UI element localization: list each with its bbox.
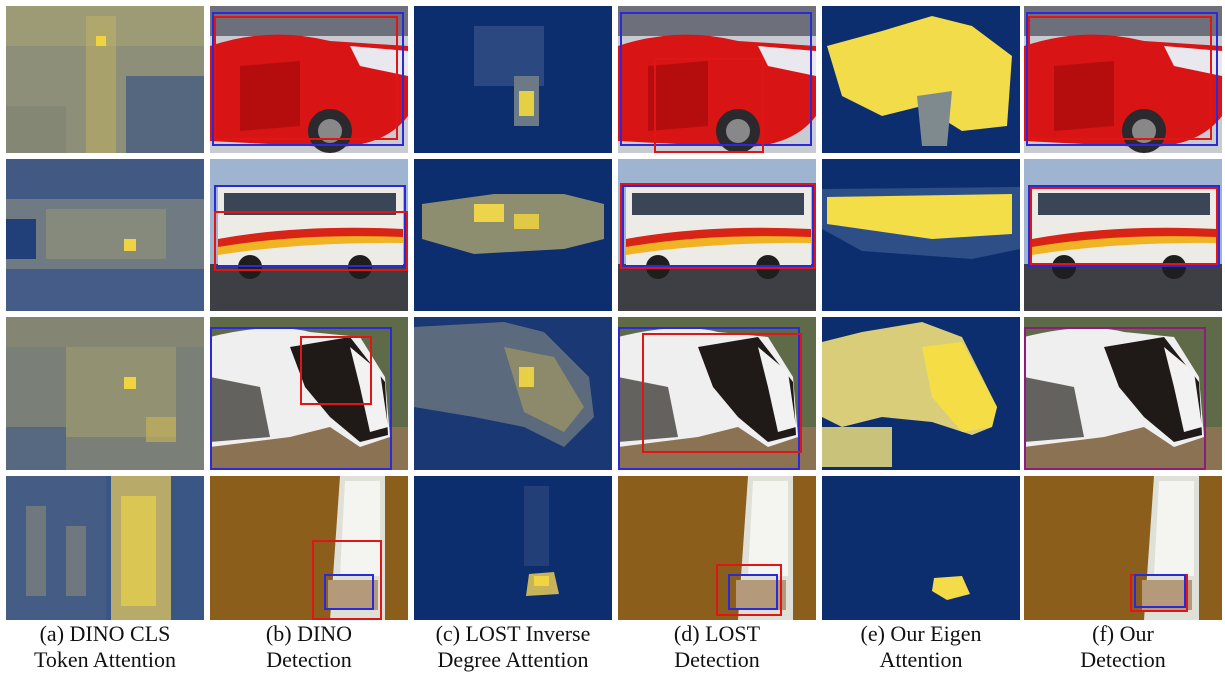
ground-truth-box xyxy=(1134,574,1186,608)
dino-cls-attention-bus xyxy=(6,159,204,311)
ground-truth-box xyxy=(622,185,814,267)
caption-c-line2: Degree Attention xyxy=(437,647,589,672)
caption-c-line1: (c) LOST Inverse xyxy=(435,621,591,646)
our-detection-cat xyxy=(1024,476,1222,620)
ground-truth-box xyxy=(618,327,800,470)
dino-cls-attention-car xyxy=(6,6,204,153)
eigen-attention-horse xyxy=(822,317,1020,470)
dino-detection-horse xyxy=(210,317,408,470)
predicted-box xyxy=(1028,16,1212,140)
lost-attention-horse xyxy=(414,317,612,470)
dino-cls-attention-cat xyxy=(6,476,204,620)
lost-attention-car xyxy=(414,6,612,153)
caption-d-line2: Detection xyxy=(674,647,760,672)
caption-a-line1: (a) DINO CLS xyxy=(39,621,171,646)
our-detection-bus xyxy=(1024,159,1222,311)
caption-b-line2: Detection xyxy=(266,647,352,672)
caption-a: (a) DINO CLS Token Attention xyxy=(3,621,207,673)
eigen-attention-car xyxy=(822,6,1020,153)
caption-f-line2: Detection xyxy=(1080,647,1166,672)
caption-f: (f) Our Detection xyxy=(1021,621,1225,673)
predicted-box xyxy=(1030,187,1218,265)
our-detection-car xyxy=(1024,6,1222,153)
ground-truth-box xyxy=(212,12,404,146)
predicted-box xyxy=(214,16,398,140)
ground-truth-box xyxy=(620,12,812,146)
lost-detection-horse xyxy=(618,317,816,470)
lost-detection-car xyxy=(618,6,816,153)
lost-detection-bus xyxy=(618,159,816,311)
overlapping-boxes xyxy=(1024,327,1206,470)
dino-detection-car xyxy=(210,6,408,153)
caption-e-line2: Attention xyxy=(879,647,963,672)
caption-b: (b) DINO Detection xyxy=(207,621,411,673)
predicted-box xyxy=(654,58,764,153)
ground-truth-box xyxy=(728,574,778,610)
predicted-box xyxy=(716,564,782,616)
caption-a-line2: Token Attention xyxy=(33,647,177,672)
predicted-box xyxy=(620,183,816,269)
predicted-box xyxy=(300,336,372,405)
ground-truth-box xyxy=(210,327,392,470)
lost-attention-bus xyxy=(414,159,612,311)
dino-detection-cat xyxy=(210,476,408,620)
caption-d: (d) LOST Detection xyxy=(615,621,819,673)
lost-attention-cat xyxy=(414,476,612,620)
predicted-box xyxy=(642,333,802,453)
dino-detection-bus xyxy=(210,159,408,311)
caption-f-line1: (f) Our xyxy=(1092,621,1154,646)
caption-b-line1: (b) DINO xyxy=(265,621,353,646)
caption-e-line1: (e) Our Eigen xyxy=(860,621,982,646)
ground-truth-box xyxy=(1028,185,1220,267)
dino-cls-attention-horse xyxy=(6,317,204,470)
eigen-attention-cat xyxy=(822,476,1020,620)
predicted-box xyxy=(312,540,382,620)
figure-grid xyxy=(6,6,1222,620)
eigen-attention-bus xyxy=(822,159,1020,311)
caption-e: (e) Our Eigen Attention xyxy=(819,621,1023,673)
caption-d-line1: (d) LOST xyxy=(673,621,761,646)
lost-detection-cat xyxy=(618,476,816,620)
ground-truth-box xyxy=(324,574,374,610)
our-detection-horse xyxy=(1024,317,1222,470)
predicted-box xyxy=(214,211,408,271)
ground-truth-box xyxy=(1026,12,1218,146)
caption-c: (c) LOST Inverse Degree Attention xyxy=(411,621,615,673)
